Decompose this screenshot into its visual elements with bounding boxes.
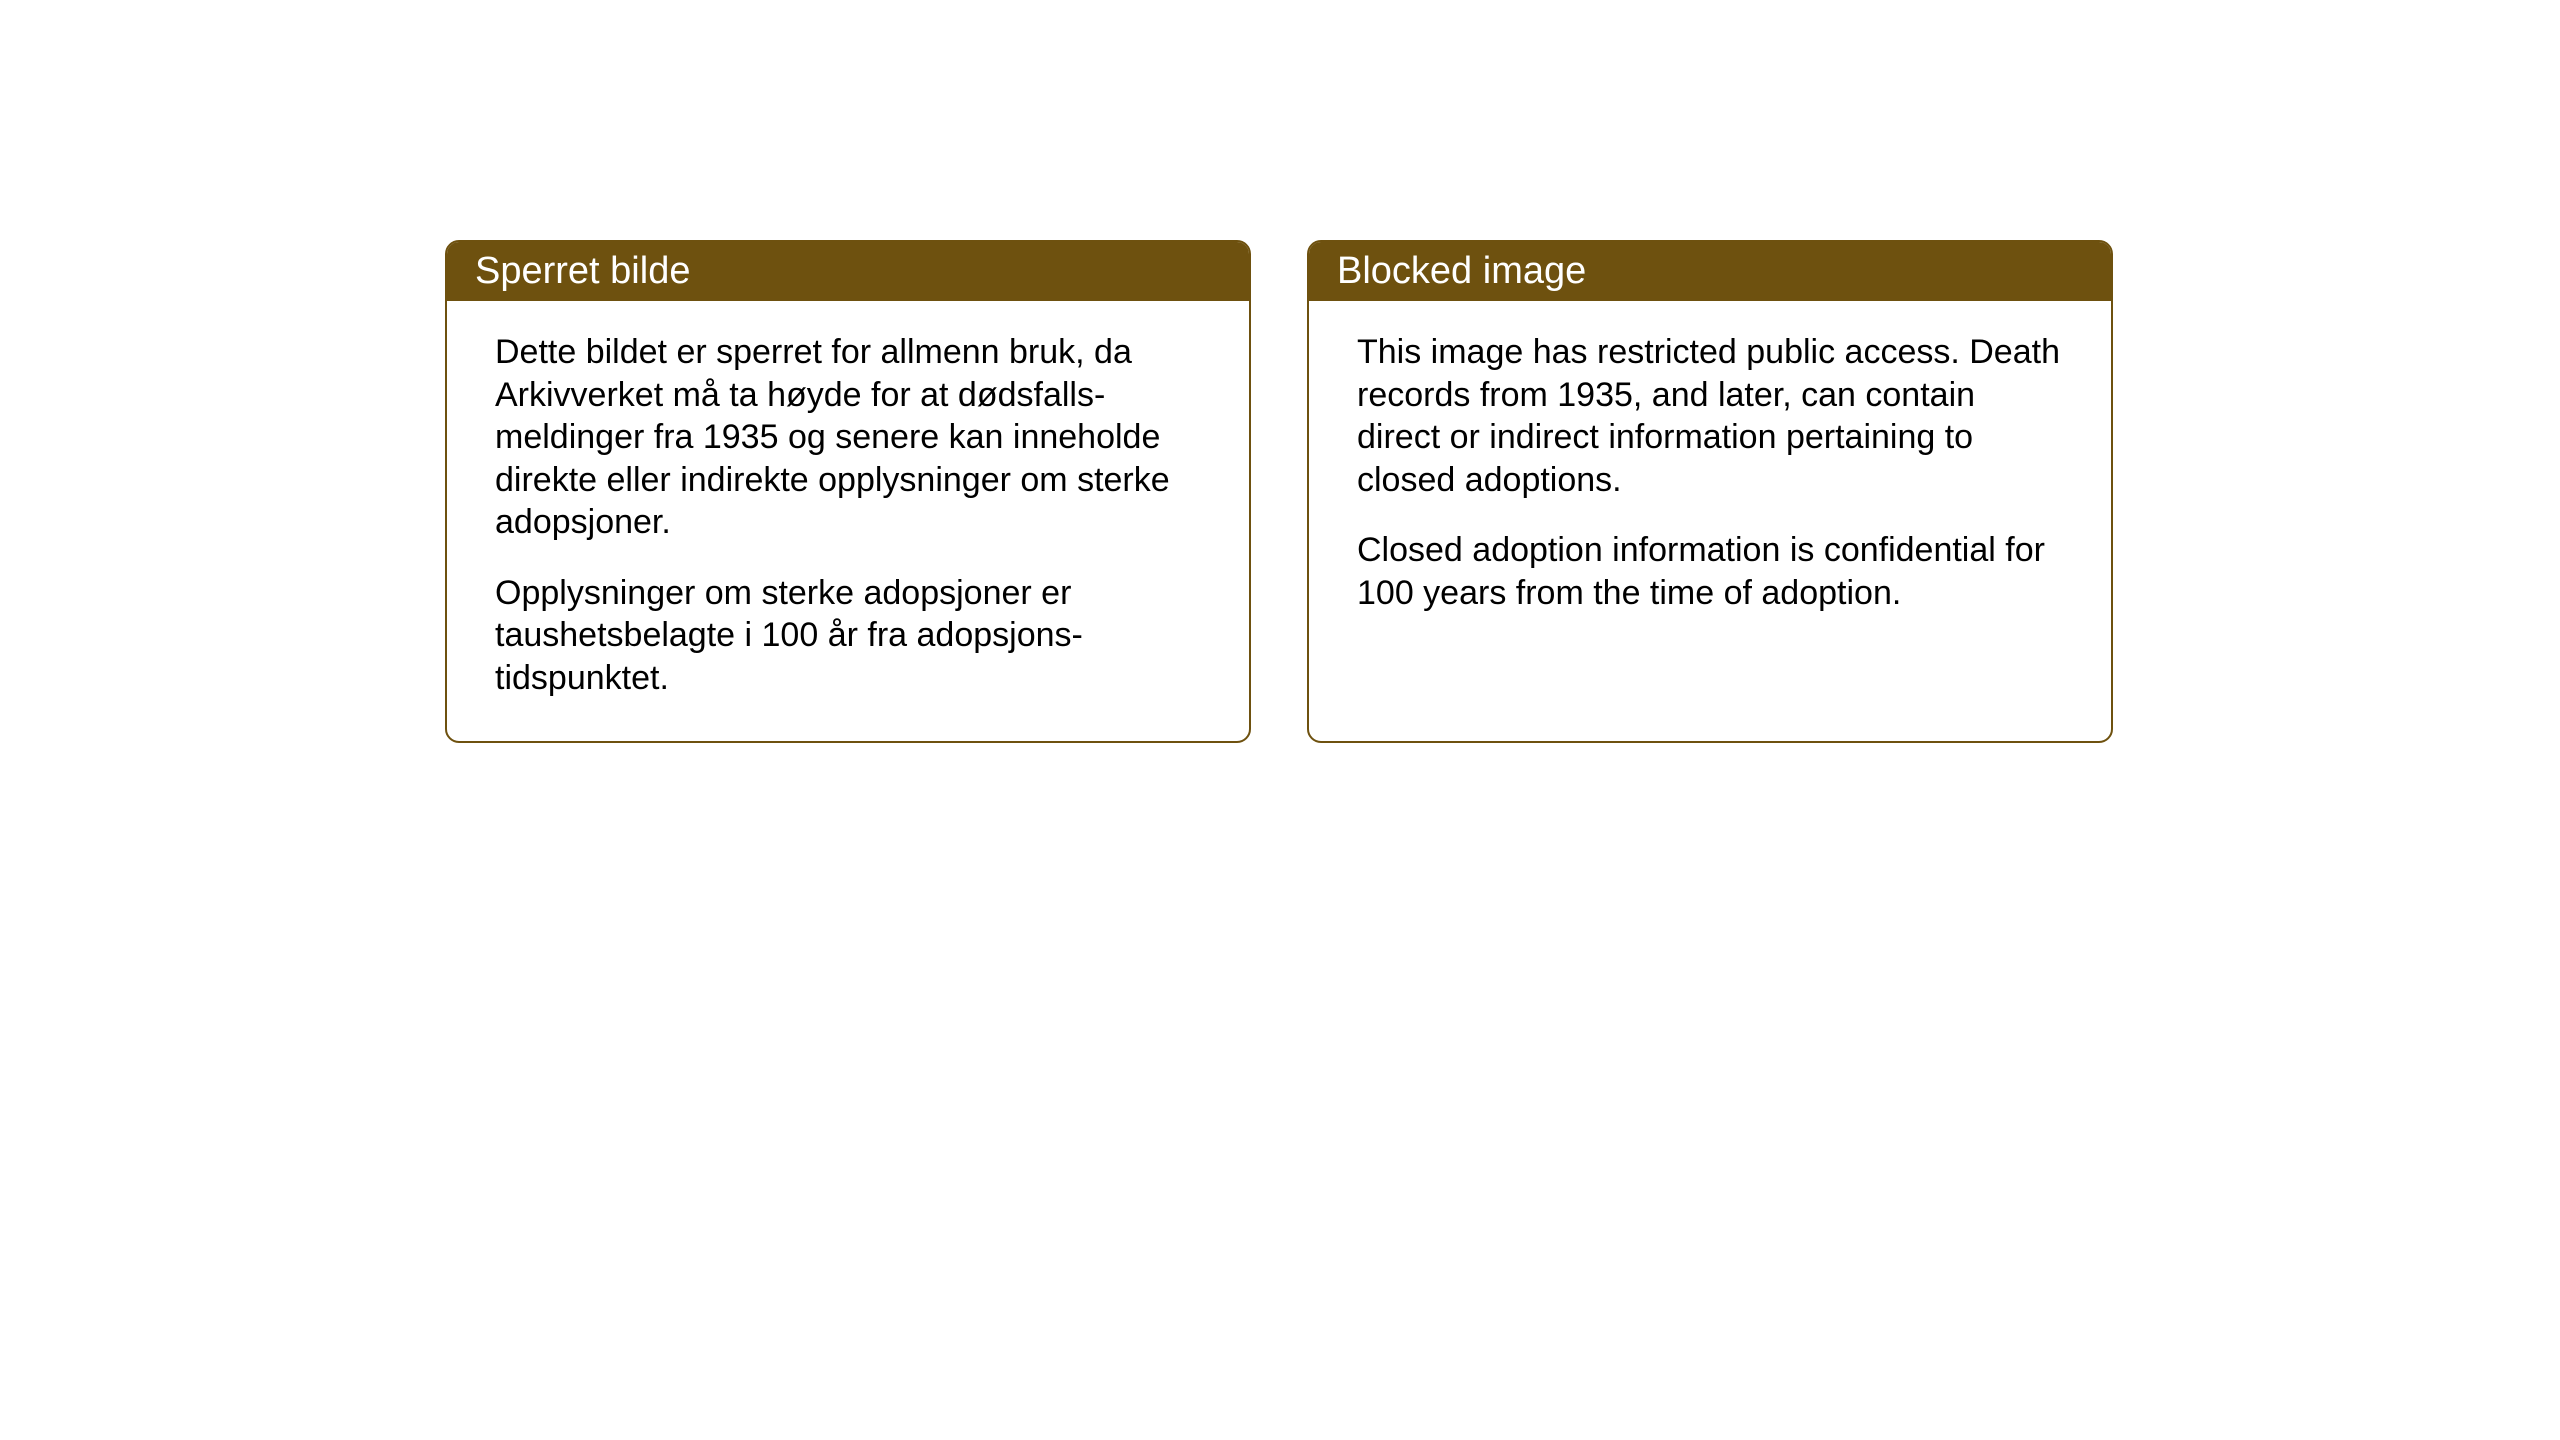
norwegian-paragraph-1: Dette bildet er sperret for allmenn bruk…: [495, 331, 1201, 544]
norwegian-notice-body: Dette bildet er sperret for allmenn bruk…: [447, 301, 1249, 741]
english-notice-title: Blocked image: [1309, 242, 2111, 301]
english-paragraph-1: This image has restricted public access.…: [1357, 331, 2063, 501]
english-notice-body: This image has restricted public access.…: [1309, 301, 2111, 656]
norwegian-paragraph-2: Opplysninger om sterke adopsjoner er tau…: [495, 572, 1201, 700]
english-notice-box: Blocked image This image has restricted …: [1307, 240, 2113, 743]
english-paragraph-2: Closed adoption information is confident…: [1357, 529, 2063, 614]
norwegian-notice-box: Sperret bilde Dette bildet er sperret fo…: [445, 240, 1251, 743]
norwegian-notice-title: Sperret bilde: [447, 242, 1249, 301]
notice-container: Sperret bilde Dette bildet er sperret fo…: [445, 240, 2113, 743]
